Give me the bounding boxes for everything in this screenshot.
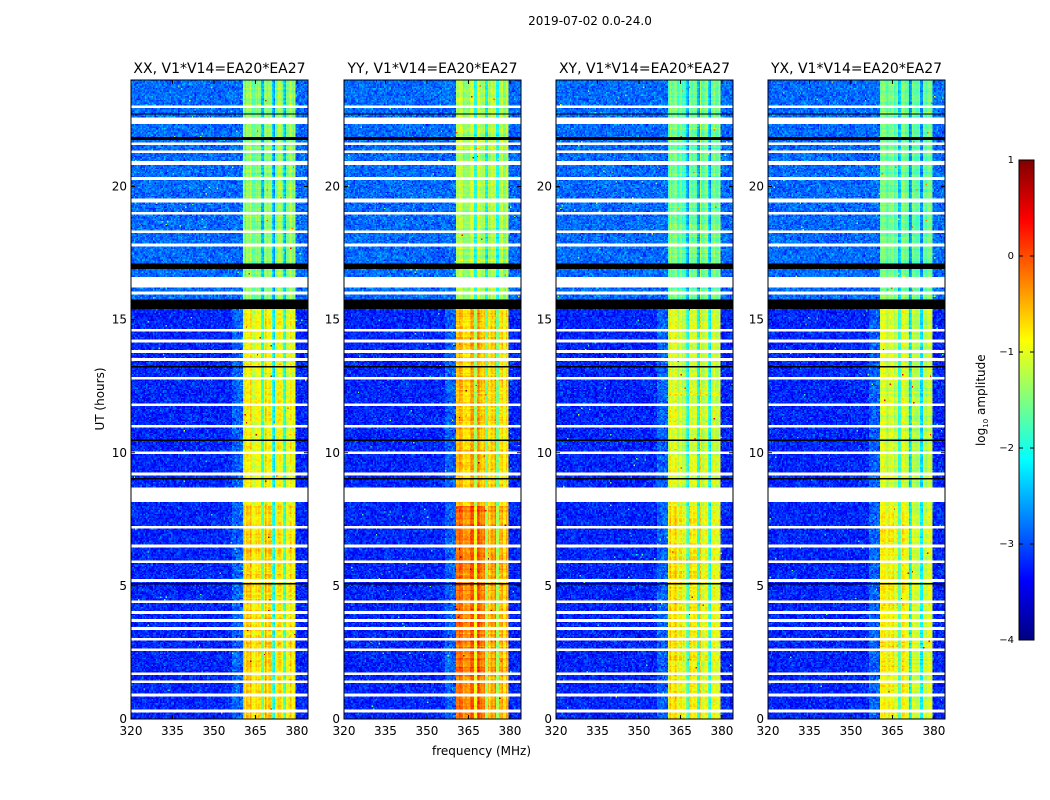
- colorbar-tick-label: −3: [999, 539, 1014, 550]
- x-tick-label: 350: [416, 724, 439, 738]
- x-tick-label: 365: [244, 724, 267, 738]
- x-tick-label: 380: [285, 724, 308, 738]
- y-tick-label: 5: [544, 579, 552, 593]
- x-tick-label: 380: [710, 724, 733, 738]
- panel-frame: [343, 79, 522, 720]
- y-tick-label: 10: [537, 446, 552, 460]
- y-tick-label: 10: [325, 446, 340, 460]
- x-tick-label: 380: [498, 724, 521, 738]
- panel-title: YX, V1*V14=EA20*EA27: [770, 61, 942, 77]
- y-tick-label: 5: [332, 579, 340, 593]
- y-tick-label: 20: [537, 180, 552, 194]
- y-tick-label: 15: [537, 313, 552, 327]
- x-tick-label: 365: [881, 724, 904, 738]
- y-tick-label: 10: [112, 446, 127, 460]
- colorbar-tick-label: 0: [1008, 251, 1014, 262]
- y-tick-label: 15: [112, 313, 127, 327]
- y-tick-label: 15: [749, 313, 764, 327]
- panel-frame: [555, 79, 734, 720]
- spectrogram-xx: [131, 80, 308, 719]
- y-tick-label: 0: [756, 712, 764, 726]
- x-tick-label: 365: [457, 724, 480, 738]
- x-tick-label: 380: [922, 724, 945, 738]
- y-tick-label: 15: [325, 313, 340, 327]
- y-tick-label: 5: [756, 579, 764, 593]
- panel-title: YY, V1*V14=EA20*EA27: [346, 61, 517, 77]
- x-tick-label: 350: [628, 724, 651, 738]
- x-tick-label: 335: [374, 724, 397, 738]
- x-tick-label: 335: [161, 724, 184, 738]
- x-tick-label: 320: [757, 724, 780, 738]
- colorbar-tick-label: −4: [999, 635, 1014, 646]
- y-tick-label: 0: [332, 712, 340, 726]
- x-tick-label: 320: [545, 724, 568, 738]
- colorbar: [1019, 160, 1034, 640]
- x-tick-label: 350: [203, 724, 226, 738]
- y-tick-label: 0: [119, 712, 127, 726]
- x-tick-label: 365: [669, 724, 692, 738]
- x-tick-label: 320: [120, 724, 143, 738]
- panel-frame: [767, 79, 946, 720]
- x-tick-label: 335: [586, 724, 609, 738]
- y-tick-label: 20: [112, 180, 127, 194]
- y-tick-label: 20: [325, 180, 340, 194]
- y-tick-label: 20: [749, 180, 764, 194]
- y-tick-label: 5: [119, 579, 127, 593]
- y-tick-label: 10: [749, 446, 764, 460]
- x-axis-label: frequency (MHz): [432, 744, 532, 758]
- colorbar-tick-label: 1: [1008, 155, 1014, 166]
- panel-title: XY, V1*V14=EA20*EA27: [559, 61, 730, 77]
- x-tick-label: 335: [798, 724, 821, 738]
- colorbar-tick-label: −2: [999, 443, 1014, 454]
- panel-title: XX, V1*V14=EA20*EA27: [133, 61, 305, 77]
- colorbar-frame: [1018, 159, 1035, 641]
- x-tick-label: 320: [333, 724, 356, 738]
- x-tick-label: 350: [840, 724, 863, 738]
- spectrogram-yx: [768, 80, 945, 719]
- figure-title: 2019-07-02 0.0-24.0: [528, 14, 652, 28]
- y-tick-label: 0: [544, 712, 552, 726]
- panel-frame: [130, 79, 309, 720]
- colorbar-tick-label: −1: [999, 347, 1014, 358]
- spectrogram-yy: [344, 80, 521, 719]
- spectrogram-xy: [556, 80, 733, 719]
